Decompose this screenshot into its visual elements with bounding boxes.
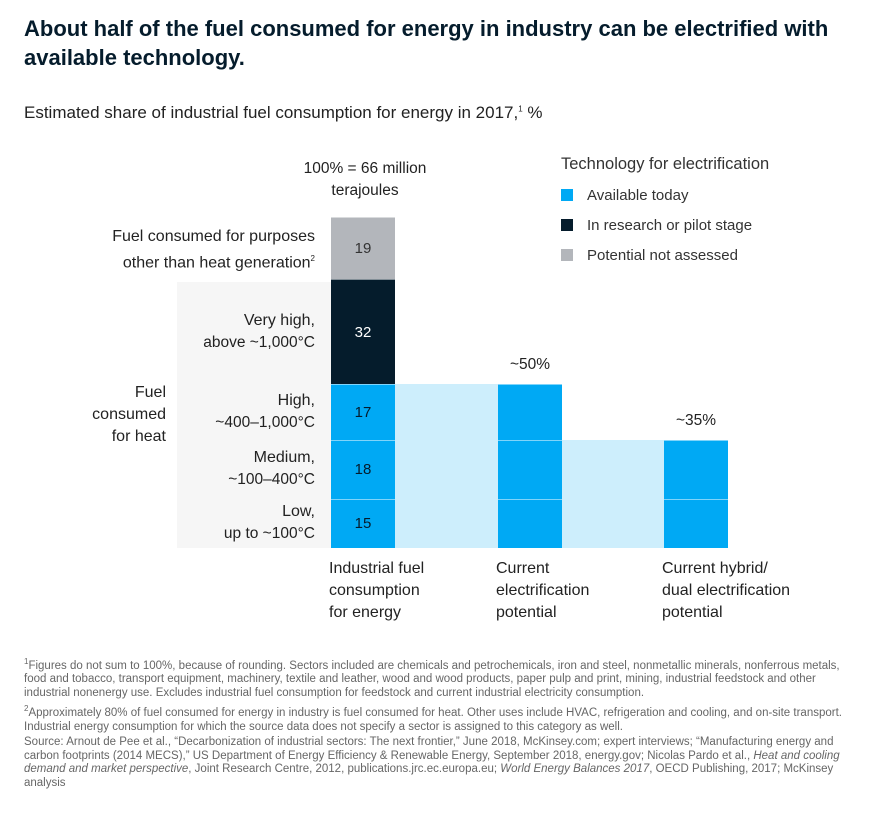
- bar-segment: 17: [331, 384, 395, 440]
- source-text: World Energy Balances 2017: [500, 763, 650, 776]
- category-label-line: Current hybrid/: [662, 560, 768, 577]
- group-label-line: consumed: [92, 406, 166, 423]
- segment-label-line1: Fuel consumed for purposes: [112, 228, 315, 246]
- category-label-line: electrification: [496, 582, 590, 599]
- segment-label: High, ~400–1,000°C: [60, 390, 315, 434]
- footnote-1: 1Figures do not sum to 100%, because of …: [24, 655, 864, 700]
- total-label-line1: 100% = 66 million: [303, 160, 427, 177]
- legend-swatch: [561, 219, 573, 231]
- segment-label: Medium, ~100–400°C: [60, 447, 315, 491]
- legend-item-research: In research or pilot stage: [561, 210, 769, 240]
- legend-title: Technology for electrification: [561, 155, 770, 173]
- category-label: Current hybrid/dual electrification poten…: [662, 558, 842, 624]
- footnotes: 1Figures do not sum to 100%, because of …: [24, 655, 864, 792]
- segment-label-line1: High,: [277, 391, 315, 409]
- segment-label: Low, up to ~100°C: [60, 501, 315, 545]
- footnote-text: Figures do not sum to 100%, because of r…: [24, 659, 840, 699]
- category-label-line: dual electrification: [662, 582, 791, 599]
- footnote-mark: 1: [24, 657, 29, 666]
- chart-title: About half of the fuel consumed for ener…: [24, 16, 829, 70]
- category-label-line: potential: [662, 604, 723, 621]
- category-label-line: potential: [496, 604, 557, 621]
- legend: Technology for electrification Available…: [561, 155, 769, 270]
- bar-value-label: ~50%: [509, 356, 551, 374]
- footnote-2: 2Approximately 80% of fuel consumed for …: [24, 702, 864, 734]
- segment-label-line1: Medium,: [253, 449, 315, 467]
- subtitle-unit: %: [522, 103, 543, 122]
- category-label: Current electrification potential: [496, 558, 676, 624]
- segment-label-line1: Very high,: [243, 311, 315, 329]
- legend-label: In research or pilot stage: [587, 216, 753, 234]
- category-label-line: Current: [496, 560, 550, 577]
- bar-segment: [498, 439, 562, 499]
- bar-segment: 19: [331, 217, 395, 280]
- segment-label-line2: ~400–1,000°C: [215, 413, 315, 431]
- chart-subtitle: Estimated share of industrial fuel consu…: [24, 103, 543, 123]
- segment-label-line1: Low,: [282, 503, 315, 521]
- source-text: Source: Arnout de Pee et al., “Decarboni…: [24, 736, 834, 762]
- heat-panel-background: [177, 282, 331, 548]
- bar-segment: 15: [331, 498, 395, 548]
- bar-segment: [498, 384, 562, 440]
- subtitle-text: Estimated share of industrial fuel consu…: [24, 103, 519, 122]
- category-label-line: Industrial fuel: [329, 560, 425, 577]
- category-label-line: consumption: [329, 582, 420, 599]
- bar-segment: 18: [331, 439, 395, 499]
- segment-label-line2: up to ~100°C: [223, 525, 315, 543]
- connector-band: [395, 384, 498, 548]
- legend-item-available: Available today: [561, 180, 769, 210]
- footnote-mark: 2: [24, 704, 29, 714]
- legend-item-not-assessed: Potential not assessed: [561, 240, 769, 270]
- footnote-mark: 2: [310, 254, 315, 264]
- source-note: Source: Arnout de Pee et al., “Decarboni…: [24, 736, 864, 790]
- bar-segment: [664, 498, 728, 548]
- segment-label-line2: other than heat generation2: [122, 254, 315, 272]
- subtitle-footnote-mark: 1: [518, 104, 523, 114]
- source-text: , OECD Publishing, 2017; McKinsey analys…: [24, 763, 834, 789]
- category-label-line: for energy: [329, 604, 402, 621]
- plot-area: 15 Low, up to ~100°C 18 Medium, ~100–400°C 17 H…: [60, 217, 842, 624]
- footnote-text: Approximately 80% of fuel consumed for e…: [24, 707, 842, 733]
- segment-label-line2: ~100–400°C: [228, 471, 315, 489]
- source-text: , Joint Research Centre, 2012, publicati…: [188, 763, 501, 776]
- group-label-fuel-for-heat: Fuel consumed for heat: [60, 382, 166, 448]
- source-text: Heat and cooling demand and market persp…: [24, 749, 840, 776]
- legend-label: Potential not assessed: [587, 246, 738, 264]
- bar-value-label: ~35%: [675, 411, 717, 429]
- group-label-line: Fuel: [134, 384, 166, 401]
- legend-swatch: [561, 249, 573, 261]
- bar-segment: [498, 498, 562, 548]
- legend-swatch: [561, 189, 573, 201]
- legend-label: Available today: [587, 186, 689, 204]
- segment-label: Very high, above ~1,000°C: [60, 310, 315, 354]
- total-label-line2: terajoules: [331, 182, 399, 199]
- group-label-line: for heat: [111, 428, 166, 445]
- connector-band: [562, 439, 664, 548]
- total-label: 100% = 66 million terajoules: [270, 158, 460, 202]
- bar-segment: [664, 439, 728, 499]
- bar-segment: 32: [331, 279, 395, 385]
- segment-label: Fuel consumed for purposes other than hea…: [60, 226, 315, 274]
- segment-label-line2: above ~1,000°C: [203, 333, 315, 351]
- category-label: Industrial fuel consumption for energy: [329, 558, 509, 624]
